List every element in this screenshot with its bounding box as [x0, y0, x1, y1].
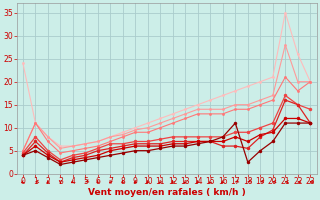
X-axis label: Vent moyen/en rafales ( km/h ): Vent moyen/en rafales ( km/h ): [88, 188, 245, 197]
